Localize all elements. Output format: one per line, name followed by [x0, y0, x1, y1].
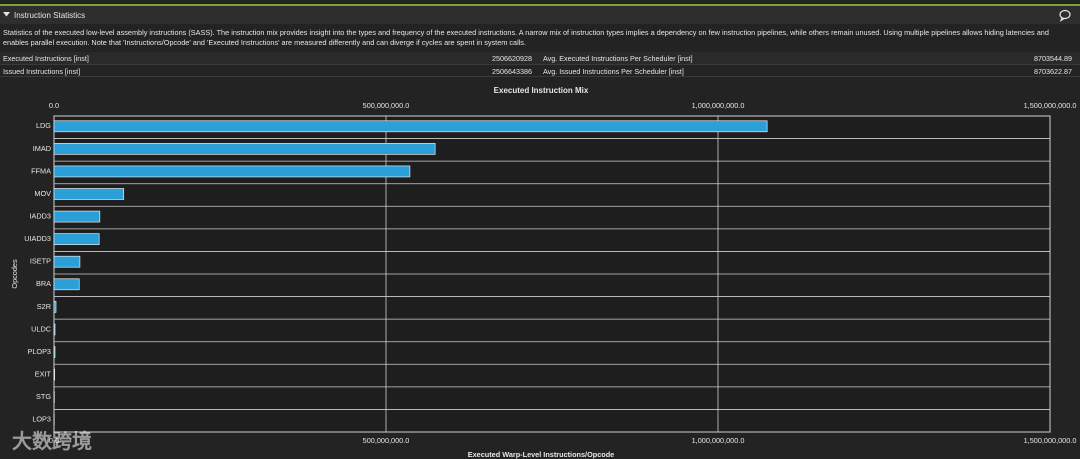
x-tick-label: 1,500,000,000.0	[1024, 101, 1077, 110]
metric-value: 2506620928	[492, 54, 532, 63]
bar	[53, 255, 81, 268]
metric-name: Executed Instructions [inst]	[3, 54, 89, 63]
bar	[53, 143, 436, 155]
y-tick-label: UIADD3	[24, 234, 51, 243]
y-tick-label: MOV	[34, 189, 51, 198]
metric-value: 2506643386	[492, 66, 532, 76]
collapse-icon[interactable]	[2, 6, 12, 24]
metric-name: Issued Instructions [inst]	[3, 66, 81, 76]
x-axis-label: Executed Warp-Level Instructions/Opcode	[468, 450, 615, 459]
y-tick-label: STG	[36, 392, 51, 401]
x-tick-label: 0.0	[49, 101, 59, 110]
chart: Executed Instruction Mix Executed Warp-L…	[10, 86, 1077, 459]
x-tick-label: 500,000,000.0	[363, 436, 410, 445]
metric-name: Avg. Executed Instructions Per Scheduler…	[543, 54, 693, 63]
x-tick-label: 1,500,000,000.0	[1024, 436, 1077, 445]
bar	[53, 278, 80, 291]
y-tick-label: PLOP3	[27, 347, 51, 356]
bar	[53, 233, 100, 245]
description: Statistics of the executed low-level ass…	[3, 28, 1049, 47]
x-tick-label: 500,000,000.0	[363, 101, 410, 110]
bar	[53, 165, 411, 178]
y-tick-label: IMAD	[33, 144, 51, 153]
y-tick-label: BRA	[36, 279, 51, 288]
y-tick-label: FFMA	[31, 166, 51, 175]
y-tick-label: IADD3	[30, 211, 52, 220]
x-tick-label: 1,000,000,000.0	[692, 101, 745, 110]
comment-icon[interactable]	[1058, 8, 1072, 22]
y-tick-label: EXIT	[35, 369, 52, 378]
accent-line	[0, 4, 1080, 6]
metric-value: 8703622.87	[1034, 66, 1072, 76]
metrics-table: Executed Instructions [inst] 2506620928 …	[0, 52, 1080, 77]
section-header[interactable]: Instruction Statistics	[0, 6, 1080, 24]
y-tick-label: ISETP	[30, 257, 51, 266]
bar	[53, 210, 101, 223]
y-tick-label: LDG	[36, 121, 51, 130]
section-title: Instruction Statistics	[14, 11, 86, 20]
table-row: Executed Instructions [inst] 2506620928 …	[0, 52, 1080, 65]
x-tick-label: 1,000,000,000.0	[692, 436, 745, 445]
bar	[53, 301, 57, 313]
watermark: 大数跨境	[12, 431, 92, 453]
y-tick-label: ULDC	[31, 324, 51, 333]
chart-title: Executed Instruction Mix	[494, 86, 589, 95]
table-row: Issued Instructions [inst] 2506643386 Av…	[0, 65, 1080, 77]
y-tick-label: S2R	[37, 302, 51, 311]
metric-name: Avg. Issued Instructions Per Scheduler […	[543, 66, 684, 76]
bar	[53, 368, 56, 381]
y-tick-label: LOP3	[32, 415, 51, 424]
bar	[53, 346, 56, 358]
x-tick-label: 0.0	[49, 436, 59, 445]
y-axis-label: Opcodes	[10, 259, 19, 289]
metric-value: 8703544.89	[1034, 54, 1072, 63]
bar	[53, 188, 125, 200]
bar	[53, 120, 768, 133]
bar	[53, 323, 56, 336]
